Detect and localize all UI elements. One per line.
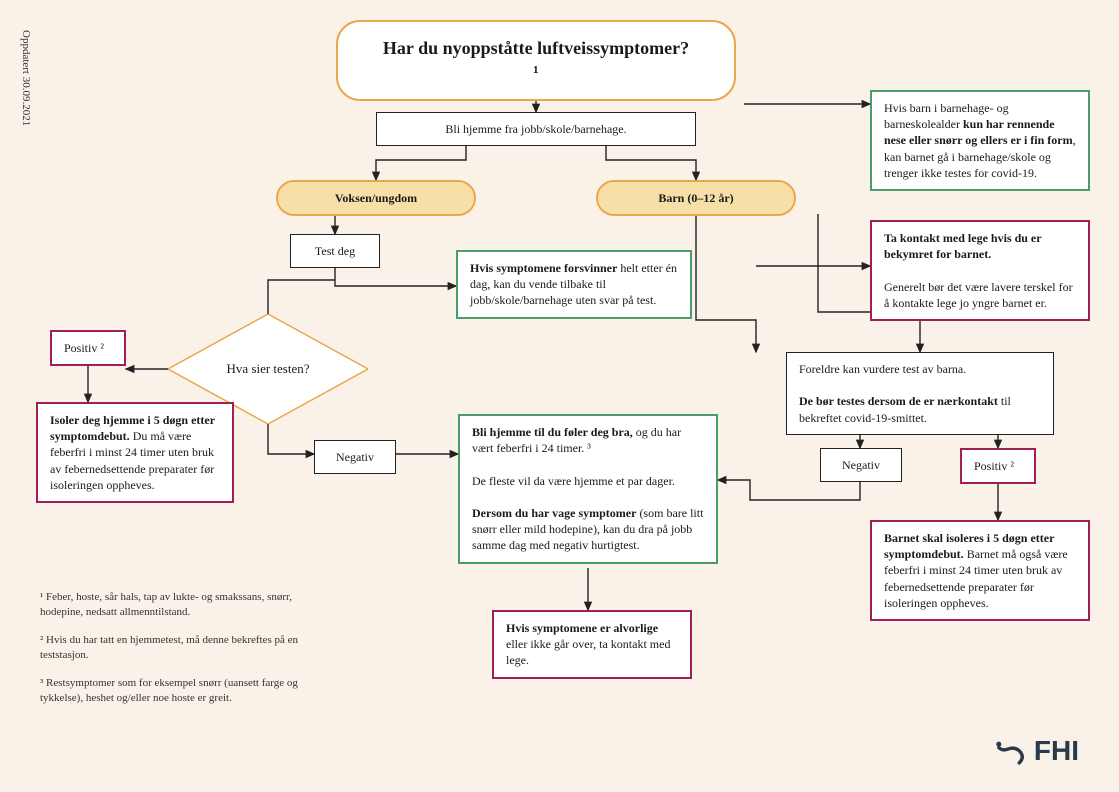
fhi-logo: FHI — [992, 734, 1079, 768]
node-negative_l: Negativ — [314, 440, 396, 474]
fhi-logo-icon — [992, 734, 1026, 768]
footnotes: ¹ Feber, hoste, sår hals, tap av lukte- … — [40, 590, 310, 718]
node-stayhome2: Bli hjemme til du føler deg bra, og du h… — [458, 414, 718, 564]
node-severe: Hvis symptomene er alvorlige eller ikke … — [492, 610, 692, 679]
footnote-3: ³ Restsymptomer som for eksempel snørr (… — [40, 676, 310, 707]
fhi-logo-text: FHI — [1034, 735, 1079, 767]
node-isolate_r: Barnet skal isoleres i 5 døgn etter symp… — [870, 520, 1090, 621]
edge-2 — [376, 144, 466, 180]
node-parents: Foreldre kan vurdere test av barna.De bø… — [786, 352, 1054, 435]
edge-13 — [268, 280, 335, 314]
node-stayhome: Bli hjemme fra jobb/skole/barnehage. — [376, 112, 696, 146]
node-positive_r: Positiv ² — [960, 448, 1036, 484]
node-contactdoc: Ta kontakt med lege hvis du er bekymret … — [870, 220, 1090, 321]
node-title: Har du nyoppståtte luftveissymptomer? ¹ — [336, 20, 736, 101]
edge-16 — [268, 424, 314, 454]
node-symptomsgone: Hvis symptomene forsvinner helt etter én… — [456, 250, 692, 319]
footnote-1: ¹ Feber, hoste, sår hals, tap av lukte- … — [40, 590, 310, 621]
node-isolate_l: Isoler deg hjemme i 5 døgn etter symptom… — [36, 402, 234, 503]
node-childnote: Hvis barn i barnehage- og barneskolealde… — [870, 90, 1090, 191]
node-negative_r: Negativ — [820, 448, 902, 482]
footnote-2: ² Hvis du har tatt en hjemmetest, må den… — [40, 633, 310, 664]
edge-6 — [696, 214, 756, 352]
node-child: Barn (0–12 år) — [596, 180, 796, 216]
node-adult: Voksen/ungdom — [276, 180, 476, 216]
updated-date: Oppdatert 30.09.2021 — [20, 30, 32, 126]
node-test: Test deg — [290, 234, 380, 268]
edge-3 — [606, 144, 696, 180]
node-positive_l: Positiv ² — [50, 330, 126, 366]
